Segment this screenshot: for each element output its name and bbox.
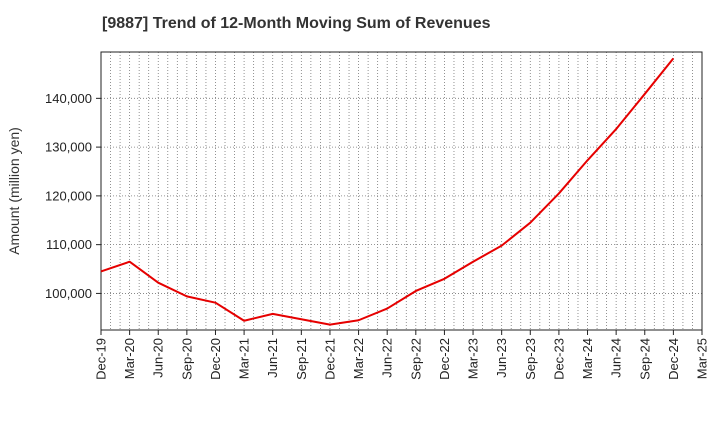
- x-tick-label: Dec-23: [551, 338, 566, 380]
- plot-area-frame: [100, 51, 703, 331]
- x-tick-label: Mar-25: [695, 338, 710, 379]
- x-tick-label: Jun-21: [265, 338, 280, 378]
- y-axis-title: Amount (million yen): [6, 127, 22, 255]
- grid-lines: [101, 52, 702, 330]
- x-tick-label: Jun-23: [494, 338, 509, 378]
- x-tick-label: Mar-24: [580, 338, 595, 379]
- x-tick-label: Dec-20: [208, 338, 223, 380]
- series-layer: [100, 57, 675, 326]
- y-tick-label: 100,000: [45, 286, 92, 301]
- x-tick-label: Mar-20: [122, 338, 137, 379]
- y-tick-label: 120,000: [45, 188, 92, 203]
- y-tick-label: 140,000: [45, 91, 92, 106]
- x-tick-label: Sep-22: [408, 338, 423, 380]
- x-tick-label: Dec-19: [94, 338, 109, 380]
- y-tick-label: 110,000: [46, 237, 92, 252]
- x-tick-label: Sep-24: [637, 338, 652, 380]
- y-tick-label: 130,000: [45, 140, 92, 155]
- axis-ticks: [96, 97, 703, 335]
- series-line: [100, 57, 675, 326]
- chart-title: [9887] Trend of 12-Month Moving Sum of R…: [102, 15, 491, 32]
- x-tick-label: Sep-20: [179, 338, 194, 380]
- x-tick-label: Dec-24: [666, 338, 681, 380]
- tick-labels: 100,000 110,000 120,000 130,000 140,000 Dec-1…: [45, 91, 710, 380]
- x-tick-label: Mar-23: [466, 338, 481, 379]
- x-tick-label: Sep-21: [294, 338, 309, 380]
- x-tick-label: Sep-23: [523, 338, 538, 380]
- x-tick-label: Jun-22: [380, 338, 395, 378]
- x-tick-label: Dec-22: [437, 338, 452, 380]
- x-tick-label: Jun-20: [151, 338, 166, 378]
- x-tick-label: Jun-24: [609, 338, 624, 378]
- x-tick-label: Mar-22: [351, 338, 366, 379]
- x-tick-label: Mar-21: [237, 338, 252, 379]
- x-tick-label: Dec-21: [322, 338, 337, 380]
